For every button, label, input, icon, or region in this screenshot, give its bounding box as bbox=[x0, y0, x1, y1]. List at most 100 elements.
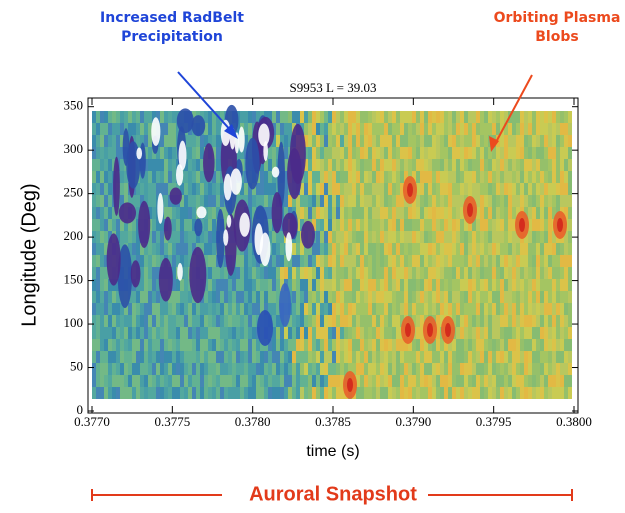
heat-cell bbox=[240, 339, 244, 351]
heat-cell bbox=[100, 123, 104, 135]
heat-cell bbox=[568, 375, 572, 387]
heat-cell bbox=[332, 183, 336, 195]
heat-cell bbox=[548, 207, 552, 219]
heat-cell bbox=[448, 231, 452, 243]
heat-cell bbox=[144, 255, 148, 267]
heat-cell bbox=[568, 159, 572, 171]
heat-cell bbox=[340, 135, 344, 147]
heat-cell bbox=[312, 279, 316, 291]
heat-cell bbox=[524, 279, 528, 291]
heat-cell bbox=[200, 195, 204, 207]
heat-cell bbox=[380, 267, 384, 279]
heat-cell bbox=[260, 375, 264, 387]
heat-cell bbox=[192, 159, 196, 171]
heat-cell bbox=[356, 207, 360, 219]
heat-cell bbox=[388, 387, 392, 399]
heat-cell bbox=[376, 171, 380, 183]
heat-cell bbox=[460, 255, 464, 267]
heat-cell bbox=[372, 111, 376, 123]
heat-blob bbox=[113, 156, 120, 216]
heat-cell bbox=[364, 183, 368, 195]
heat-cell bbox=[564, 135, 568, 147]
heat-cell bbox=[552, 339, 556, 351]
heat-cell bbox=[184, 243, 188, 255]
heat-cell bbox=[480, 255, 484, 267]
heat-cell bbox=[352, 135, 356, 147]
heat-cell bbox=[152, 159, 156, 171]
heat-blob bbox=[223, 173, 232, 201]
heat-cell bbox=[392, 123, 396, 135]
heat-blob bbox=[277, 141, 285, 208]
heat-cell bbox=[532, 243, 536, 255]
heat-cell bbox=[420, 351, 424, 363]
heat-cell bbox=[528, 303, 532, 315]
heat-cell bbox=[284, 123, 288, 135]
heat-cell bbox=[140, 339, 144, 351]
heat-cell bbox=[196, 351, 200, 363]
heat-cell bbox=[164, 183, 168, 195]
heat-cell bbox=[468, 183, 472, 195]
heat-cell bbox=[356, 255, 360, 267]
heat-cell bbox=[456, 231, 460, 243]
heat-cell bbox=[244, 267, 248, 279]
heat-cell bbox=[504, 255, 508, 267]
heat-cell bbox=[512, 315, 516, 327]
heat-cell bbox=[496, 231, 500, 243]
heat-cell bbox=[532, 363, 536, 375]
heat-cell bbox=[288, 279, 292, 291]
heat-cell bbox=[216, 291, 220, 303]
heat-cell bbox=[428, 363, 432, 375]
heat-cell bbox=[172, 363, 176, 375]
heat-cell bbox=[404, 231, 408, 243]
heat-cell bbox=[172, 147, 176, 159]
heat-cell bbox=[240, 327, 244, 339]
heat-cell bbox=[92, 207, 96, 219]
heat-cell bbox=[560, 267, 564, 279]
heat-cell bbox=[304, 159, 308, 171]
x-tick-label: 0.3785 bbox=[315, 414, 351, 429]
heat-cell bbox=[428, 351, 432, 363]
heat-cell bbox=[524, 135, 528, 147]
heat-cell bbox=[548, 219, 552, 231]
heat-cell bbox=[108, 363, 112, 375]
heat-cell bbox=[416, 351, 420, 363]
heat-cell bbox=[112, 375, 116, 387]
heat-cell bbox=[136, 255, 140, 267]
heat-cell bbox=[340, 111, 344, 123]
heat-cell bbox=[220, 303, 224, 315]
heat-cell bbox=[568, 291, 572, 303]
heat-cell bbox=[364, 135, 368, 147]
heat-cell bbox=[412, 111, 416, 123]
heat-cell bbox=[548, 279, 552, 291]
heat-cell bbox=[316, 147, 320, 159]
heat-cell bbox=[408, 267, 412, 279]
heat-cell bbox=[352, 123, 356, 135]
heat-cell bbox=[324, 207, 328, 219]
heat-cell bbox=[176, 339, 180, 351]
heat-cell bbox=[184, 267, 188, 279]
heat-cell bbox=[516, 243, 520, 255]
heat-cell bbox=[448, 291, 452, 303]
heat-cell bbox=[316, 363, 320, 375]
heat-cell bbox=[368, 183, 372, 195]
heat-cell bbox=[408, 123, 412, 135]
heat-cell bbox=[112, 291, 116, 303]
heat-cell bbox=[304, 195, 308, 207]
heat-cell bbox=[100, 279, 104, 291]
heat-cell bbox=[172, 339, 176, 351]
heat-cell bbox=[204, 135, 208, 147]
heat-cell bbox=[256, 351, 260, 363]
heat-cell bbox=[200, 171, 204, 183]
heat-cell bbox=[424, 291, 428, 303]
heat-cell bbox=[552, 363, 556, 375]
heat-cell bbox=[508, 159, 512, 171]
heat-cell bbox=[348, 183, 352, 195]
heat-cell bbox=[332, 339, 336, 351]
heat-cell bbox=[148, 147, 152, 159]
heat-cell bbox=[564, 207, 568, 219]
heat-cell bbox=[552, 279, 556, 291]
heat-cell bbox=[424, 339, 428, 351]
heat-cell bbox=[328, 279, 332, 291]
heat-cell bbox=[524, 183, 528, 195]
heat-cell bbox=[260, 303, 264, 315]
